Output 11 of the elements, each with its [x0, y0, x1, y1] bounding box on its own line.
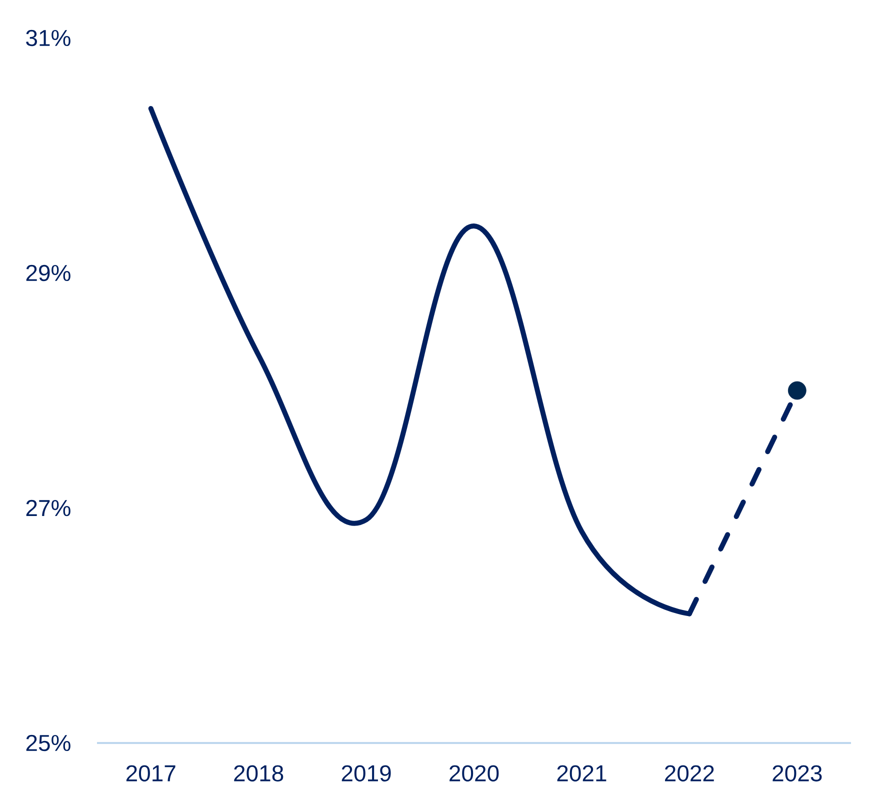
x-tick-label: 2023 [772, 765, 822, 782]
x-tick-label: 2022 [665, 765, 714, 782]
x-tick-label: 2017 [126, 765, 176, 782]
x-tick-label: 2020 [450, 765, 499, 782]
x-tick-label: 2021 [557, 765, 606, 782]
y-tick-label: 27% [26, 500, 70, 516]
y-tick-label: 29% [26, 264, 70, 282]
x-tick-label: 2019 [342, 765, 391, 782]
x-tick-label: 2018 [234, 765, 284, 782]
y-tick-label: 25% [26, 734, 70, 752]
y-tick-label: 31% [26, 30, 70, 46]
